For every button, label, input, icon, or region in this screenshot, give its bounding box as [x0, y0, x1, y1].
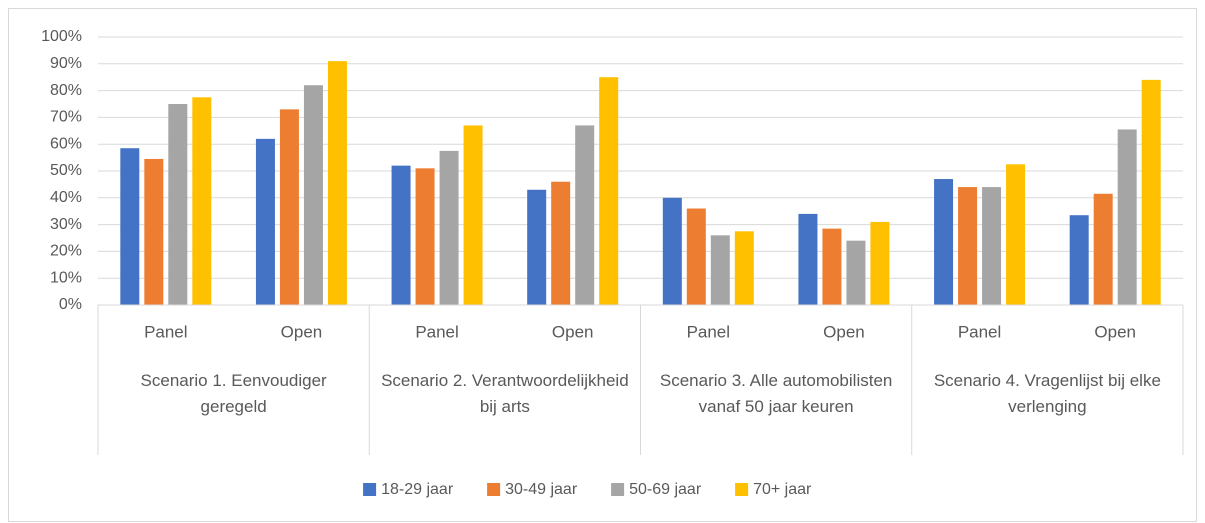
bar: [527, 189, 547, 305]
legend-label: 18-29 jaar: [381, 481, 454, 498]
bar: [575, 125, 595, 305]
x-tick-label: Open: [552, 322, 594, 341]
bar: [599, 77, 619, 305]
group-label: Scenario 3. Alle automobilisten vanaf 50…: [659, 371, 893, 416]
bar: [120, 148, 140, 305]
legend-swatch: [487, 483, 501, 496]
bar: [1069, 215, 1089, 305]
x-tick-label: Open: [1094, 322, 1136, 341]
legend-swatch: [611, 483, 625, 496]
bar: [415, 168, 435, 305]
bar: [1117, 129, 1137, 305]
bar: [279, 109, 299, 305]
bar: [255, 138, 275, 305]
legend-label: 70+ jaar: [753, 481, 812, 498]
bar: [982, 187, 1002, 305]
group-label: Scenario 1. Eenvoudiger geregeld: [140, 371, 327, 416]
x-tick-label: Panel: [687, 322, 730, 341]
bar: [934, 179, 954, 305]
group-label: Scenario 2. Verantwoordelijkheid bij art…: [381, 371, 629, 416]
x-tick-label: Panel: [415, 322, 458, 341]
bar: [1006, 164, 1026, 305]
legend-swatch: [363, 483, 377, 496]
legend-swatch: [735, 483, 749, 496]
bar: [686, 208, 706, 305]
group-label: Scenario 4. Vragenlijst bij elke verleng…: [933, 371, 1161, 416]
legend-label: 30-49 jaar: [505, 481, 578, 498]
bar: [846, 240, 866, 305]
bar: [870, 221, 890, 305]
y-tick-label: 100%: [41, 28, 82, 45]
bar: [439, 150, 459, 305]
bar: [1141, 79, 1161, 305]
y-tick-label: 80%: [50, 82, 82, 99]
x-tick-label: Open: [281, 322, 323, 341]
bar: [662, 197, 682, 305]
bar: [1093, 193, 1113, 305]
bar: [168, 104, 188, 305]
x-tick-label: Panel: [144, 322, 187, 341]
bar: [958, 187, 978, 305]
bar: [822, 228, 842, 305]
bar: [734, 231, 754, 305]
bar: [798, 213, 818, 305]
y-tick-label: 90%: [50, 55, 82, 72]
bar: [710, 235, 730, 305]
bar: [192, 97, 212, 305]
chart-border: [8, 8, 1197, 522]
bar: [463, 125, 483, 305]
legend-label: 50-69 jaar: [629, 481, 702, 498]
y-tick-label: 0%: [59, 296, 82, 313]
bar: [551, 181, 571, 305]
y-tick-label: 40%: [50, 189, 82, 206]
y-tick-label: 30%: [50, 216, 82, 233]
bar: [144, 158, 164, 305]
y-tick-label: 70%: [50, 109, 82, 126]
y-tick-label: 20%: [50, 243, 82, 260]
y-tick-label: 60%: [50, 135, 82, 152]
x-tick-label: Panel: [958, 322, 1001, 341]
bar: [303, 85, 323, 306]
y-tick-label: 10%: [50, 269, 82, 286]
bar: [327, 61, 347, 306]
x-tick-label: Open: [823, 322, 865, 341]
bar: [391, 165, 411, 305]
y-tick-label: 50%: [50, 162, 82, 179]
